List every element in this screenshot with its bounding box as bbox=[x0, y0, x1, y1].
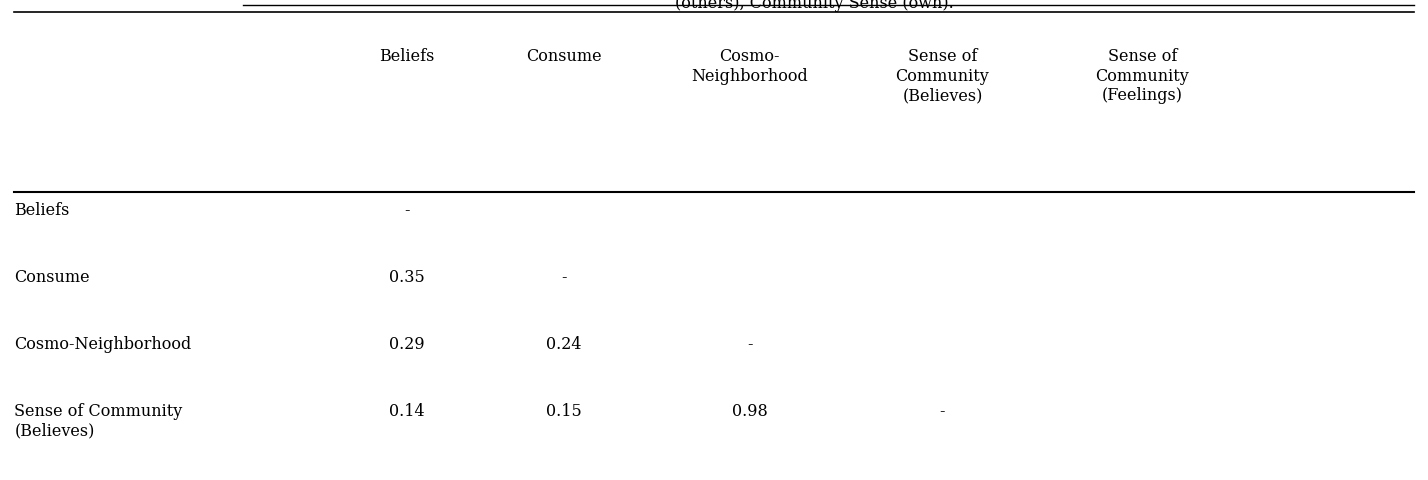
Text: Sense of
Community
(Believes): Sense of Community (Believes) bbox=[895, 48, 990, 104]
Text: 0.14: 0.14 bbox=[390, 403, 424, 420]
Text: Consume: Consume bbox=[14, 269, 90, 286]
Text: 0.35: 0.35 bbox=[388, 269, 426, 286]
Text: 0.24: 0.24 bbox=[547, 336, 581, 353]
Text: -: - bbox=[404, 202, 410, 218]
Text: -: - bbox=[747, 336, 753, 353]
Text: Cosmo-Neighborhood: Cosmo-Neighborhood bbox=[14, 336, 191, 353]
Text: -: - bbox=[940, 403, 945, 420]
Text: Sense of Community
(Believes): Sense of Community (Believes) bbox=[14, 403, 183, 440]
Text: Beliefs: Beliefs bbox=[380, 48, 434, 65]
Text: Sense of
Community
(Feelings): Sense of Community (Feelings) bbox=[1095, 48, 1190, 104]
Text: Consume: Consume bbox=[527, 48, 601, 65]
Text: (others), Community Sense (own).: (others), Community Sense (own). bbox=[674, 0, 954, 12]
Text: 0.98: 0.98 bbox=[731, 403, 768, 420]
Text: -: - bbox=[561, 269, 567, 286]
Text: 0.15: 0.15 bbox=[545, 403, 583, 420]
Text: Beliefs: Beliefs bbox=[14, 202, 70, 218]
Text: 0.29: 0.29 bbox=[390, 336, 424, 353]
Text: Cosmo-
Neighborhood: Cosmo- Neighborhood bbox=[691, 48, 808, 84]
